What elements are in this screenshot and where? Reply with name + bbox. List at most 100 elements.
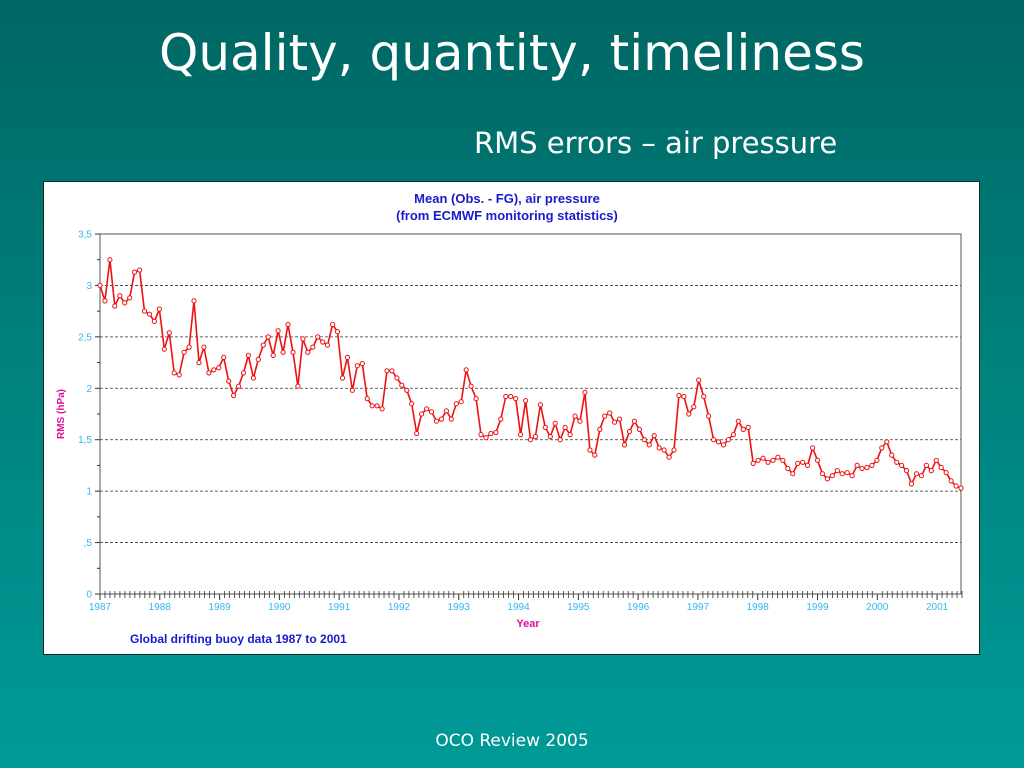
x-tick-label: 1998 (747, 602, 770, 613)
data-point (691, 404, 697, 410)
data-point (641, 437, 647, 443)
data-point (527, 437, 534, 443)
data-point (275, 328, 281, 334)
data-point (226, 378, 232, 384)
x-tick-label: 1995 (567, 602, 590, 613)
x-tick-label: 1997 (687, 602, 710, 613)
data-point (537, 402, 543, 408)
y-tick-label: 1 (86, 487, 92, 498)
x-tick-label: 1996 (627, 602, 650, 613)
data-point (626, 428, 633, 435)
data-point (894, 459, 900, 465)
chart-subtitle: (from ECMWF monitoring statistics) (396, 208, 618, 223)
data-point (236, 383, 242, 389)
x-tick-label: 1991 (328, 602, 351, 613)
data-point (151, 318, 158, 324)
data-point (146, 311, 153, 317)
data-point (404, 387, 410, 393)
data-point (473, 396, 479, 402)
data-point (617, 416, 623, 422)
data-point (186, 344, 192, 350)
data-point (478, 432, 484, 438)
data-point (305, 349, 311, 355)
data-point (448, 416, 454, 422)
data-point (542, 424, 548, 430)
chart-panel: Mean (Obs. - FG), air pressure (from ECM… (43, 181, 980, 655)
y-tick-label: ,5 (84, 538, 93, 549)
data-point (829, 473, 835, 479)
y-tick-label: 0 (86, 590, 92, 601)
data-point (394, 375, 400, 381)
y-tick-label: 3,5 (78, 230, 92, 241)
data-point (730, 432, 737, 438)
data-point (379, 406, 385, 412)
data-point (523, 398, 529, 404)
data-point (908, 481, 915, 487)
data-point (701, 393, 707, 400)
data-point (102, 298, 108, 304)
data-point (359, 361, 365, 367)
data-point (240, 370, 247, 376)
data-point (334, 329, 341, 335)
data-point (750, 460, 756, 466)
grid-lines (100, 285, 961, 543)
data-point (330, 321, 336, 328)
data-point (122, 300, 128, 306)
data-point (711, 437, 717, 443)
x-tick-label: 1992 (388, 602, 411, 613)
data-point (577, 418, 583, 424)
data-point (181, 349, 187, 355)
data-point (295, 383, 301, 389)
data-point (201, 344, 207, 350)
data-point (424, 406, 430, 412)
data-point (255, 356, 261, 363)
data-point (666, 454, 672, 460)
data-point (216, 365, 222, 371)
data-point (245, 352, 251, 358)
data-point (602, 413, 608, 419)
data-point (260, 342, 266, 348)
data-point (785, 465, 791, 472)
data-point (953, 483, 959, 489)
data-point (399, 382, 405, 388)
data-point (567, 432, 573, 438)
data-point (166, 330, 172, 336)
data-point (231, 392, 237, 399)
data-point (191, 298, 197, 304)
data-point (433, 418, 440, 424)
data-point (97, 282, 103, 289)
data-point (706, 413, 712, 419)
data-point (631, 418, 638, 424)
data-point (547, 434, 553, 440)
data-point (864, 464, 870, 471)
data-point (671, 447, 677, 453)
x-tick-label: 1988 (149, 602, 172, 613)
data-point (938, 464, 944, 471)
data-point (156, 306, 163, 312)
data-point (483, 435, 489, 441)
slide-title: Quality, quantity, timeliness (159, 24, 865, 82)
data-point (428, 409, 435, 415)
data-point (221, 354, 227, 360)
data-point (923, 462, 930, 468)
data-point (250, 375, 256, 381)
data-point (344, 354, 350, 360)
data-point (419, 411, 425, 417)
data-point (800, 459, 806, 465)
data-point (508, 393, 514, 400)
data-point (612, 419, 618, 425)
data-point (315, 334, 321, 340)
data-point (814, 457, 821, 463)
data-point (656, 445, 662, 451)
data-point (918, 473, 925, 479)
data-point (859, 465, 865, 472)
y-tick-label: 3 (86, 281, 92, 292)
data-point (468, 383, 474, 389)
data-point (498, 416, 504, 422)
slide-footer: OCO Review 2005 (435, 731, 589, 751)
data-point (740, 426, 746, 432)
data-point (874, 457, 880, 463)
data-point (725, 437, 732, 443)
data-point (532, 434, 538, 440)
x-axis-label: Year (516, 618, 540, 630)
